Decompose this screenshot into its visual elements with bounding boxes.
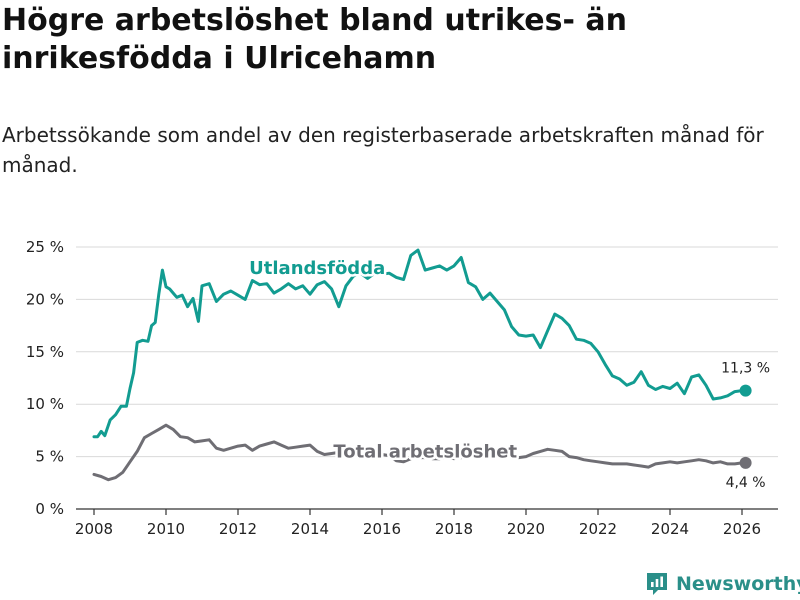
end-label-utlandsfodda: 11,3 %: [721, 361, 770, 377]
x-tick-label-2016: 2016: [363, 520, 401, 538]
x-tick-label-2012: 2012: [219, 520, 257, 538]
x-tick-label-2022: 2022: [579, 520, 617, 538]
y-tick-label-0: 0 %: [35, 500, 64, 518]
end-point-utlandsfodda: [739, 384, 752, 397]
y-tick-label-25: 25 %: [26, 238, 64, 256]
y-tick-label-5: 5 %: [35, 448, 64, 466]
newsworthy-logo-icon: [647, 573, 667, 595]
x-tick-label-2010: 2010: [147, 520, 185, 538]
end-label-total-arbetsloshet: 4,4 %: [726, 475, 766, 491]
y-tick-label-10: 10 %: [26, 395, 64, 413]
x-tick-label-2008: 2008: [75, 520, 113, 538]
brand-name: Newsworthy: [676, 573, 800, 595]
x-tick-label-2024: 2024: [651, 520, 689, 538]
series-line-utlandsfodda: [92, 248, 748, 439]
series-label-utlandsfodda: Utlandsfödda: [249, 258, 385, 279]
brand-logo: Newsworthy: [644, 570, 800, 598]
end-point-total-arbetsloshet: [739, 456, 752, 469]
y-tick-label-20: 20 %: [26, 290, 64, 308]
series-line-total-arbetsloshet: [92, 423, 748, 482]
series-label-total-arbetsloshet: Total arbetslöshet: [333, 442, 517, 463]
x-tick-label-2014: 2014: [291, 520, 329, 538]
y-tick-label-15: 15 %: [26, 343, 64, 361]
x-tick-label-2026: 2026: [723, 520, 761, 538]
x-tick-label-2018: 2018: [435, 520, 473, 538]
x-tick-label-2020: 2020: [507, 520, 545, 538]
chart-title: Högre arbetslöshet bland utrikes- än inr…: [2, 3, 627, 76]
chart-subtitle: Arbetssökande som andel av den registerb…: [2, 123, 764, 177]
